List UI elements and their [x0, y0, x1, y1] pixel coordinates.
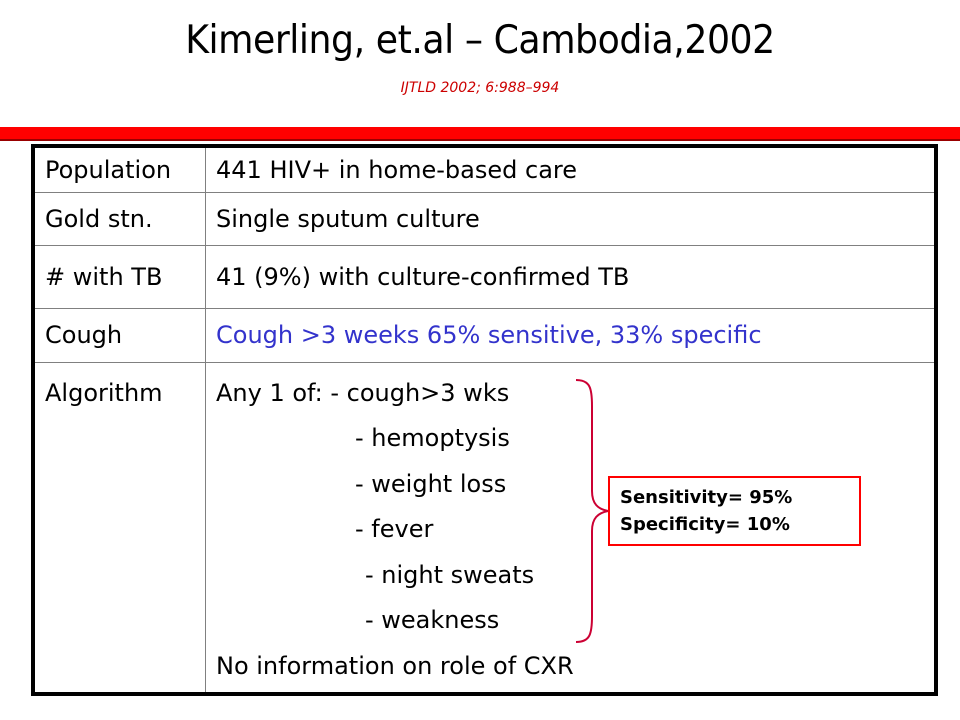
algorithm-item: - weight loss: [355, 469, 507, 498]
sensitivity-value: Sensitivity= 95%: [620, 487, 793, 508]
algorithm-item: - weakness: [365, 606, 500, 635]
algorithm-item: - fever: [355, 515, 434, 544]
sensitivity-callout: Sensitivity= 95% Specificity= 10%: [608, 476, 861, 546]
row-label-cough: Cough: [32, 307, 206, 363]
algorithm-intro: Any 1 of: - cough>3 wks: [216, 378, 510, 407]
specificity-value: Specificity= 10%: [620, 514, 790, 535]
row-label-algorithm: Algorithm: [32, 361, 206, 695]
table-row: # with TB 41 (9%) with culture-confirmed…: [32, 244, 937, 309]
table-row: Gold stn. Single sputum culture: [32, 191, 937, 246]
curly-brace-icon: [575, 379, 609, 643]
row-value-cough: Cough >3 weeks 65% sensitive, 33% specif…: [205, 307, 937, 363]
title-divider-shadow: [0, 139, 960, 141]
algorithm-footer: No information on role of CXR: [216, 652, 574, 681]
algorithm-label: Algorithm: [45, 378, 163, 407]
citation: IJTLD 2002; 6:988–994: [400, 80, 560, 96]
slide-title: Kimerling, et.al – Cambodia,2002: [185, 18, 775, 63]
row-value-gold-standard: Single sputum culture: [205, 191, 937, 246]
row-label-with-tb: # with TB: [32, 244, 206, 309]
table-row: Population 441 HIV+ in home-based care: [32, 145, 937, 193]
algorithm-item: - night sweats: [365, 560, 535, 589]
row-label-gold-standard: Gold stn.: [32, 191, 206, 246]
title-divider: [0, 127, 960, 139]
algorithm-item: - hemoptysis: [355, 424, 510, 453]
row-value-with-tb: 41 (9%) with culture-confirmed TB: [205, 244, 937, 309]
study-table: Population 441 HIV+ in home-based care G…: [31, 144, 938, 696]
row-label-population: Population: [32, 145, 206, 193]
row-value-population: 441 HIV+ in home-based care: [205, 145, 937, 193]
table-row: Cough Cough >3 weeks 65% sensitive, 33% …: [32, 307, 937, 363]
